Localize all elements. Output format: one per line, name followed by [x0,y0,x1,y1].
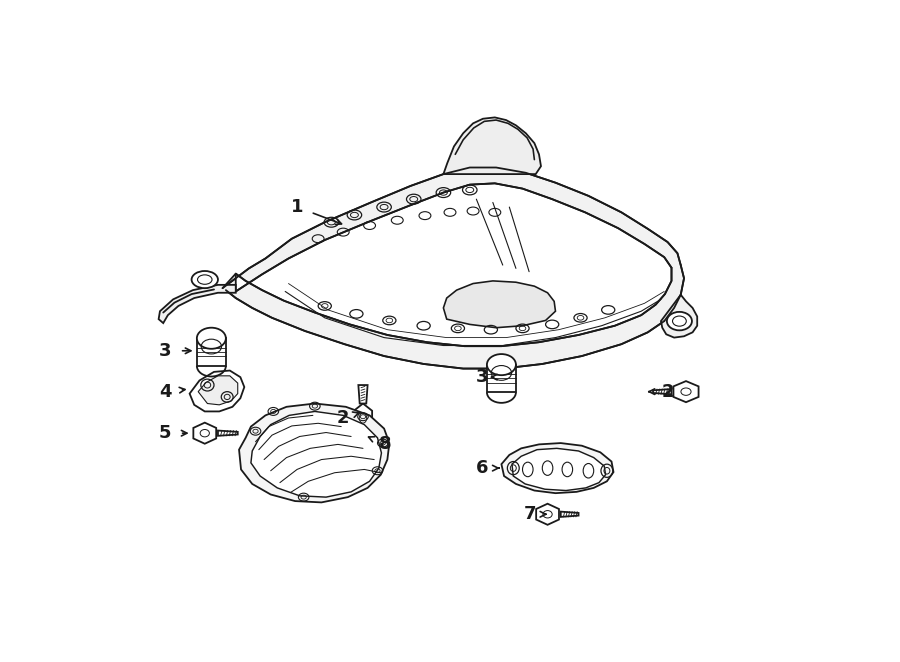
Ellipse shape [667,312,692,330]
Polygon shape [158,285,236,323]
Polygon shape [444,281,555,328]
Ellipse shape [487,354,516,375]
Polygon shape [444,117,541,174]
Polygon shape [198,376,238,405]
Text: 2: 2 [662,383,674,401]
Text: 7: 7 [524,505,536,523]
Polygon shape [239,404,390,502]
Text: 2: 2 [337,409,349,427]
Polygon shape [673,381,698,402]
Polygon shape [536,504,559,525]
Polygon shape [561,512,579,517]
Text: 6: 6 [475,459,488,477]
Ellipse shape [192,271,218,288]
Polygon shape [190,371,244,411]
Polygon shape [653,389,671,395]
Bar [197,338,226,366]
Polygon shape [512,448,606,491]
Polygon shape [194,422,216,444]
Polygon shape [358,385,367,404]
Text: 1: 1 [291,198,303,216]
Bar [487,365,516,393]
Polygon shape [354,404,372,432]
Polygon shape [236,183,671,346]
Ellipse shape [197,328,226,349]
Text: 3: 3 [475,368,488,386]
Polygon shape [251,411,382,497]
Text: 3: 3 [159,342,172,359]
Text: 5: 5 [159,424,172,442]
Polygon shape [222,167,684,369]
Text: 8: 8 [379,436,392,453]
Polygon shape [661,295,698,338]
Text: 4: 4 [159,383,172,401]
Polygon shape [501,443,614,493]
Polygon shape [218,430,238,436]
